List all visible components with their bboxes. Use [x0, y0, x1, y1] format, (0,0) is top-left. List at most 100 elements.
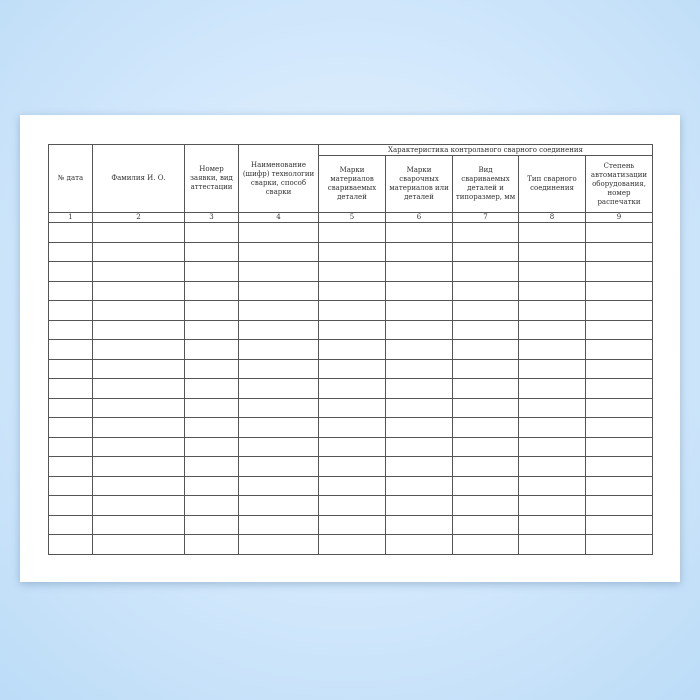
table-cell: [452, 280, 519, 301]
table-cell: [238, 534, 319, 555]
table-cell: [238, 222, 319, 243]
column-number: 5: [318, 212, 386, 223]
table-row: [48, 241, 653, 262]
table-cell: [452, 339, 519, 360]
table-cell: [518, 456, 586, 477]
table-cell: [184, 456, 239, 477]
table-cell: [585, 319, 653, 340]
table-cell: [585, 358, 653, 379]
table-cell: [184, 222, 239, 243]
table-cell: [238, 475, 319, 496]
table-cell: [238, 495, 319, 516]
table-cell: [585, 495, 653, 516]
table-cell: [385, 222, 453, 243]
table-cell: [92, 222, 185, 243]
table-cell: [585, 475, 653, 496]
table-cell: [585, 397, 653, 418]
table-cell: [385, 378, 453, 399]
table-cell: [518, 495, 586, 516]
table-cell: [48, 358, 93, 379]
table-cell: [585, 261, 653, 282]
table-cell: [452, 222, 519, 243]
table-cell: [92, 397, 185, 418]
table-cell: [385, 397, 453, 418]
table-cell: [238, 300, 319, 321]
table-cell: [318, 241, 386, 262]
table-cell: [452, 495, 519, 516]
table-cell: [48, 319, 93, 340]
table-cell: [48, 378, 93, 399]
table-cell: [48, 222, 93, 243]
table-cell: [318, 514, 386, 535]
table-cell: [48, 495, 93, 516]
table-cell: [184, 495, 239, 516]
table-cell: [238, 319, 319, 340]
table-cell: [238, 514, 319, 535]
table-cell: [48, 241, 93, 262]
table-cell: [318, 261, 386, 282]
table-cell: [318, 456, 386, 477]
table-cell: [452, 241, 519, 262]
table-cell: [92, 261, 185, 282]
table-cell: [184, 378, 239, 399]
column-number: 2: [92, 212, 185, 223]
table-cell: [238, 241, 319, 262]
table-cell: [518, 222, 586, 243]
table-cell: [585, 514, 653, 535]
table-cell: [385, 514, 453, 535]
table-cell: [318, 436, 386, 457]
table-cell: [585, 241, 653, 262]
table-cell: [92, 300, 185, 321]
table-cell: [518, 358, 586, 379]
table-cell: [385, 475, 453, 496]
table-cell: [385, 319, 453, 340]
table-cell: [385, 300, 453, 321]
column-number: 8: [518, 212, 586, 223]
table-row: [48, 475, 653, 496]
table-row: [48, 339, 653, 360]
table-cell: [238, 456, 319, 477]
header-materials: Марки материалов свариваемых деталей: [318, 155, 386, 213]
table-cell: [184, 319, 239, 340]
table-cell: [48, 514, 93, 535]
table-cell: [585, 534, 653, 555]
table-cell: [92, 378, 185, 399]
table-cell: [385, 358, 453, 379]
table-cell: [518, 339, 586, 360]
table-cell: [48, 436, 93, 457]
table-row: [48, 319, 653, 340]
table-cell: [92, 417, 185, 438]
table-cell: [318, 534, 386, 555]
table-cell: [184, 358, 239, 379]
table-cell: [184, 261, 239, 282]
table-cell: [585, 436, 653, 457]
table-row: [48, 417, 653, 438]
table-cell: [452, 436, 519, 457]
table-cell: [385, 534, 453, 555]
table-cell: [452, 475, 519, 496]
column-number: 9: [585, 212, 653, 223]
table-cell: [452, 514, 519, 535]
column-number: 1: [48, 212, 93, 223]
table-cell: [452, 534, 519, 555]
table-cell: [585, 280, 653, 301]
table-cell: [48, 280, 93, 301]
table-cell: [92, 514, 185, 535]
table-cell: [518, 378, 586, 399]
table-row: [48, 280, 653, 301]
table-cell: [184, 514, 239, 535]
table-cell: [92, 534, 185, 555]
table-row: [48, 358, 653, 379]
table-cell: [48, 339, 93, 360]
table-cell: [452, 417, 519, 438]
document-page: № дата Фамилия И. О. Номер заявки, вид а…: [20, 115, 680, 582]
table-cell: [318, 358, 386, 379]
table-cell: [238, 358, 319, 379]
table-cell: [452, 397, 519, 418]
table-cell: [385, 339, 453, 360]
table-cell: [452, 300, 519, 321]
table-row: [48, 378, 653, 399]
table-cell: [318, 417, 386, 438]
table-cell: [518, 241, 586, 262]
table-cell: [92, 436, 185, 457]
